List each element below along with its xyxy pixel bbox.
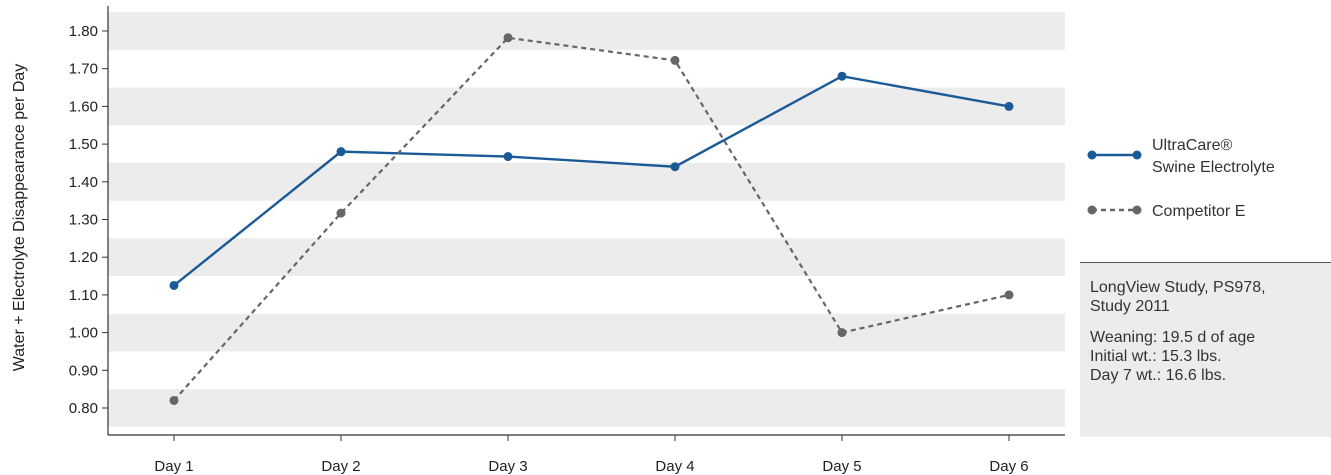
legend-swatch-dot bbox=[1087, 150, 1097, 160]
y-tick-label: 0.90 bbox=[69, 362, 98, 379]
y-tick-label: 1.70 bbox=[69, 61, 98, 78]
y-tick-label: 1.50 bbox=[69, 136, 98, 153]
data-point bbox=[1004, 290, 1014, 300]
data-point bbox=[503, 33, 513, 43]
legend-label: UltraCare® bbox=[1152, 137, 1232, 154]
study-note-initial-weight: Initial wt.: 15.3 lbs. bbox=[1090, 348, 1222, 365]
data-point bbox=[837, 71, 847, 81]
series-ultracare bbox=[169, 71, 1014, 290]
study-note-weaning: Weaning: 19.5 d of age bbox=[1090, 329, 1256, 346]
study-note: LongView Study, PS978, Study 2011 Weanin… bbox=[1080, 262, 1331, 437]
legend-swatch-dot bbox=[1132, 150, 1142, 160]
y-tick-label: 1.00 bbox=[69, 325, 98, 342]
grid-band bbox=[108, 87, 1065, 126]
data-point bbox=[1004, 101, 1014, 111]
x-tick-label: Day 3 bbox=[488, 458, 527, 475]
data-point bbox=[837, 328, 847, 338]
y-tick-label: 1.60 bbox=[69, 98, 98, 115]
grid-band bbox=[108, 162, 1065, 201]
legend-label: Competitor E bbox=[1152, 203, 1245, 220]
x-tick-label: Day 5 bbox=[822, 458, 861, 475]
grid-band bbox=[108, 238, 1065, 277]
grid-band bbox=[108, 313, 1065, 352]
study-note-title-line: LongView Study, PS978, bbox=[1090, 279, 1266, 296]
data-point bbox=[169, 395, 179, 405]
legend-item: UltraCare® Swine Electrolyte bbox=[1087, 137, 1275, 176]
y-tick-label: 0.80 bbox=[69, 400, 98, 417]
study-note-day7-weight: Day 7 wt.: 16.6 lbs. bbox=[1090, 367, 1227, 384]
x-tick-label: Day 2 bbox=[321, 458, 360, 475]
legend: UltraCare® Swine Electrolyte Competitor E bbox=[1087, 137, 1275, 220]
y-axis-label: Water + Electrolyte Disappearance per Da… bbox=[11, 64, 28, 372]
data-point bbox=[169, 280, 179, 290]
y-tick-label: 1.10 bbox=[69, 287, 98, 304]
data-point bbox=[336, 208, 346, 218]
data-point bbox=[503, 152, 513, 162]
series-line bbox=[173, 36, 1010, 402]
series-layer bbox=[169, 33, 1014, 405]
y-axis-ticks: 0.80 0.90 1.00 1.10 1.20 1.30 1.40 1.50 1.60 1.70… bbox=[69, 23, 108, 417]
x-tick-label: Day 4 bbox=[655, 458, 694, 475]
grid-band bbox=[108, 12, 1065, 50]
x-axis-ticks: Day 1 Day 2 Day 3 Day 4 Day 5 Day 6 bbox=[154, 435, 1029, 475]
grid-band bbox=[108, 389, 1065, 427]
y-tick-label: 1.80 bbox=[69, 23, 98, 40]
study-note-title: LongView Study, PS978, Study 2011 bbox=[1090, 278, 1331, 316]
data-point bbox=[670, 55, 680, 65]
study-note-title-line: Study 2011 bbox=[1090, 298, 1170, 315]
legend-swatch-dot bbox=[1132, 205, 1142, 215]
legend-item: Competitor E bbox=[1087, 203, 1245, 220]
y-tick-label: 1.30 bbox=[69, 212, 98, 229]
data-point bbox=[670, 162, 680, 172]
series-line bbox=[173, 74, 1010, 287]
y-tick-label: 1.20 bbox=[69, 249, 98, 266]
data-point bbox=[336, 147, 346, 157]
grid-bands bbox=[108, 12, 1065, 427]
series-competitor-e bbox=[169, 33, 1014, 405]
x-tick-label: Day 6 bbox=[989, 458, 1028, 475]
legend-swatch-dot bbox=[1087, 205, 1097, 215]
x-tick-label: Day 1 bbox=[154, 458, 193, 475]
y-tick-label: 1.40 bbox=[69, 174, 98, 191]
legend-label: Swine Electrolyte bbox=[1152, 159, 1275, 176]
